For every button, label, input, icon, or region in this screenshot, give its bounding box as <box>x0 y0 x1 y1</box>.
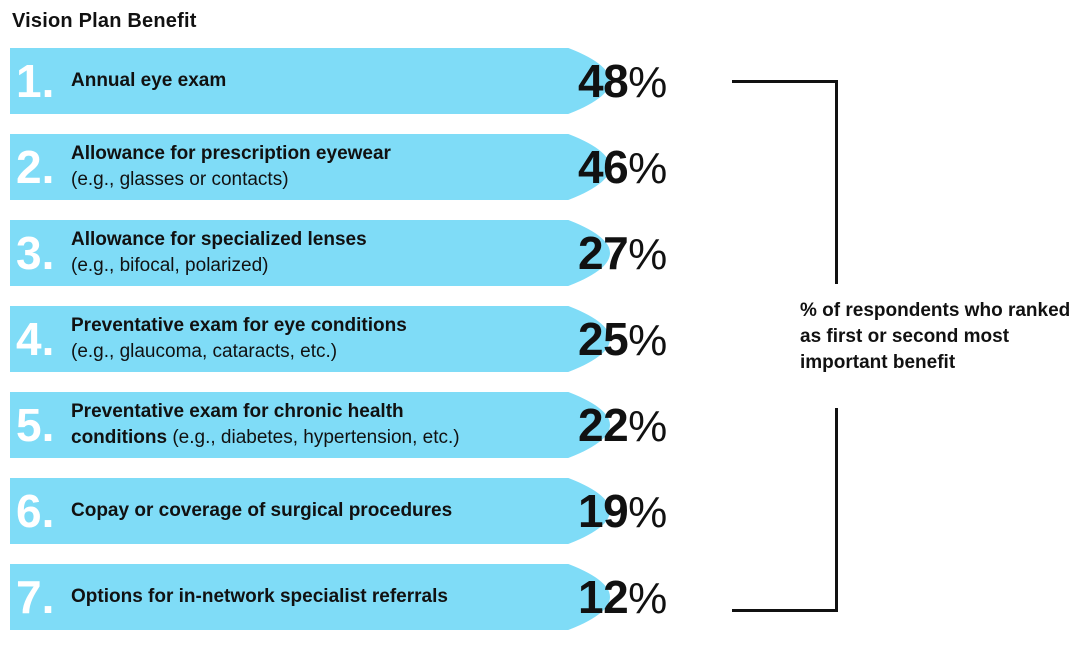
benefit-row: 3. Allowance for specialized lenses (e.g.,… <box>10 220 690 286</box>
rank-number: 3. <box>16 227 55 279</box>
percent-value: 25% <box>578 310 667 368</box>
percent-sign: % <box>628 488 668 537</box>
benefit-row: 1. Annual eye exam 48% <box>10 48 690 114</box>
benefit-label: Preventative exam for chronic health cond… <box>71 392 581 458</box>
percent-sign: % <box>628 58 668 107</box>
benefit-bar <box>10 564 610 630</box>
benefit-note: (e.g., glasses or contacts) <box>71 169 289 190</box>
bracket-lower-vertical <box>835 408 838 612</box>
benefit-label-text: Allowance for prescription eyewear <box>71 143 391 164</box>
benefit-note: (e.g., diabetes, hypertension, etc.) <box>172 427 460 448</box>
bracket-top-tick <box>732 80 838 83</box>
percent-number: 19 <box>578 485 629 537</box>
bracket-upper-vertical <box>835 80 838 284</box>
benefit-label: Annual eye exam <box>71 48 581 114</box>
benefit-row: 4. Preventative exam for eye conditions (e… <box>10 306 690 372</box>
percent-number: 48 <box>578 55 629 107</box>
rank-number: 2. <box>16 141 55 193</box>
percent-sign: % <box>628 402 668 451</box>
benefit-bar <box>10 48 610 114</box>
chart-title: Vision Plan Benefit <box>12 10 197 32</box>
percent-value: 48% <box>578 52 667 110</box>
percent-value: 22% <box>578 396 667 454</box>
percent-sign: % <box>628 144 668 193</box>
annotation-text: % of respondents who ranked as first or … <box>800 300 1071 373</box>
rank-number: 5. <box>16 399 55 451</box>
percent-value: 19% <box>578 482 667 540</box>
benefit-list: 1. Annual eye exam 48% 2. Allowance for pres… <box>10 48 690 632</box>
percent-sign: % <box>628 574 668 623</box>
rank-number: 7. <box>16 571 55 623</box>
benefit-label-line: conditions (e.g., diabetes, hypertension… <box>71 425 581 451</box>
percent-number: 46 <box>578 141 629 193</box>
rank-number: 4. <box>16 313 55 365</box>
benefit-bar <box>10 478 610 544</box>
benefit-bar <box>10 392 610 458</box>
percent-number: 27 <box>578 227 629 279</box>
benefit-row: 5. Preventative exam for chronic health co… <box>10 392 690 458</box>
benefit-row: 7. Options for in-network specialist refe… <box>10 564 690 630</box>
benefit-bar <box>10 306 610 372</box>
benefit-label-text: Options for in-network specialist referr… <box>71 586 448 607</box>
benefit-label-line: Preventative exam for chronic health <box>71 401 404 422</box>
bracket-bottom-tick <box>732 609 838 612</box>
benefit-label-text: Annual eye exam <box>71 70 227 91</box>
percent-number: 22 <box>578 399 629 451</box>
percent-number: 12 <box>578 571 629 623</box>
percent-sign: % <box>628 230 668 279</box>
benefit-note: (e.g., glaucoma, cataracts, etc.) <box>71 341 338 362</box>
percent-number: 25 <box>578 313 629 365</box>
benefit-row: 2. Allowance for prescription eyewear (e.g… <box>10 134 690 200</box>
benefit-label: Copay or coverage of surgical procedures <box>71 478 581 544</box>
benefit-bar <box>10 220 610 286</box>
benefit-row: 6. Copay or coverage of surgical procedur… <box>10 478 690 544</box>
benefit-label: Allowance for specialized lenses (e.g., b… <box>71 220 581 286</box>
benefit-label-text: conditions <box>71 427 173 448</box>
rank-number: 1. <box>16 55 55 107</box>
benefit-label: Allowance for prescription eyewear (e.g.,… <box>71 134 581 200</box>
percent-value: 12% <box>578 568 667 626</box>
percent-value: 27% <box>578 224 667 282</box>
benefit-label-text: Copay or coverage of surgical procedures <box>71 500 453 521</box>
benefit-label: Preventative exam for eye conditions (e.g… <box>71 306 581 372</box>
benefit-label-text: Preventative exam for eye conditions <box>71 315 407 336</box>
benefit-note: (e.g., bifocal, polarized) <box>71 255 269 276</box>
benefit-label-text: Allowance for specialized lenses <box>71 229 367 250</box>
benefit-bar <box>10 134 610 200</box>
benefit-label: Options for in-network specialist referr… <box>71 564 581 630</box>
rank-number: 6. <box>16 485 55 537</box>
percent-value: 46% <box>578 138 667 196</box>
percent-sign: % <box>628 316 668 365</box>
